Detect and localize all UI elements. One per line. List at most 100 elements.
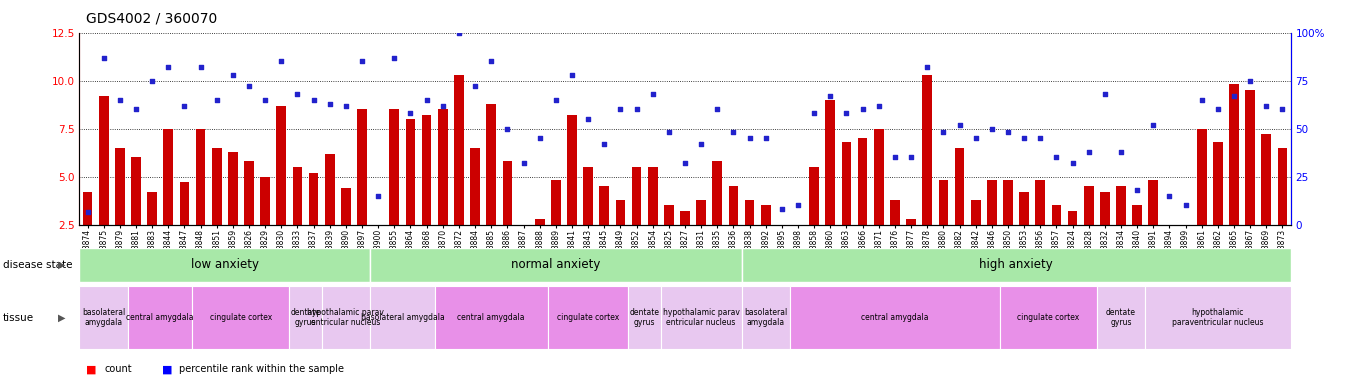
Point <box>367 193 389 199</box>
Bar <box>551 180 560 225</box>
Bar <box>1036 180 1045 225</box>
Bar <box>660 286 741 349</box>
Bar <box>890 200 900 225</box>
Point <box>852 106 874 113</box>
Point <box>1159 193 1181 199</box>
Bar <box>453 75 464 225</box>
Point <box>1045 154 1067 161</box>
Text: dentate
gyrus: dentate gyrus <box>1106 308 1136 328</box>
Bar <box>1067 211 1077 225</box>
Point <box>174 103 196 109</box>
Text: ■: ■ <box>162 364 173 374</box>
Bar <box>341 188 351 225</box>
Bar <box>971 200 981 225</box>
Bar <box>1148 180 1158 225</box>
Bar <box>680 211 690 225</box>
Text: disease state: disease state <box>3 260 73 270</box>
Point <box>641 91 663 97</box>
Point <box>1078 149 1100 155</box>
Point <box>771 206 793 212</box>
Bar <box>438 109 448 225</box>
Point <box>981 126 1003 132</box>
Bar <box>79 248 370 282</box>
Bar <box>293 167 303 225</box>
Point <box>545 97 567 103</box>
Point <box>384 55 406 61</box>
Point <box>206 97 227 103</box>
Bar <box>1003 180 1012 225</box>
Point <box>189 64 211 70</box>
Point <box>900 154 922 161</box>
Text: high anxiety: high anxiety <box>980 258 1054 271</box>
Point <box>1271 106 1293 113</box>
Point <box>1223 93 1245 99</box>
Point <box>158 64 179 70</box>
Bar <box>389 109 399 225</box>
Point <box>738 135 760 141</box>
Bar <box>790 286 1000 349</box>
Bar <box>1229 84 1238 225</box>
Point <box>496 126 518 132</box>
Text: central amygdala: central amygdala <box>458 313 525 322</box>
Bar <box>1117 186 1126 225</box>
Point <box>1174 202 1196 209</box>
Bar <box>841 142 851 225</box>
Point <box>836 110 858 116</box>
Point <box>560 72 582 78</box>
Bar <box>434 286 548 349</box>
Bar <box>1278 148 1288 225</box>
Point <box>1207 106 1229 113</box>
Bar <box>374 225 384 244</box>
Bar <box>1145 286 1291 349</box>
Bar <box>1084 186 1093 225</box>
Point <box>867 103 889 109</box>
Point <box>1093 91 1115 97</box>
Bar <box>777 225 786 234</box>
Bar <box>148 192 158 225</box>
Point <box>1255 103 1277 109</box>
Text: tissue: tissue <box>3 313 34 323</box>
Bar <box>82 192 92 225</box>
Text: ■: ■ <box>86 364 97 374</box>
Bar <box>308 173 318 225</box>
Bar <box>486 104 496 225</box>
Bar <box>600 186 610 225</box>
Point <box>690 141 712 147</box>
Bar <box>548 286 629 349</box>
Bar <box>955 148 964 225</box>
Bar <box>810 167 819 225</box>
Point <box>819 93 841 99</box>
Point <box>255 97 277 103</box>
Point <box>270 58 292 65</box>
Bar <box>986 180 996 225</box>
Point <box>803 110 825 116</box>
Text: hypothalamic
paraventricular nucleus: hypothalamic paraventricular nucleus <box>1173 308 1263 328</box>
Bar <box>115 148 125 225</box>
Bar <box>567 115 577 225</box>
Point <box>1126 187 1148 193</box>
Point <box>577 116 599 122</box>
Bar <box>1197 129 1207 225</box>
Bar <box>1262 134 1271 225</box>
Point <box>448 30 470 36</box>
Point <box>948 122 970 128</box>
Text: hypothalamic parav
entricular nucleus: hypothalamic parav entricular nucleus <box>307 308 385 328</box>
Text: normal anxiety: normal anxiety <box>511 258 600 271</box>
Bar <box>163 129 173 225</box>
Bar <box>132 157 141 225</box>
Text: hypothalamic parav
entricular nucleus: hypothalamic parav entricular nucleus <box>663 308 740 328</box>
Text: count: count <box>104 364 132 374</box>
Bar <box>370 286 434 349</box>
Bar <box>227 152 238 225</box>
Bar <box>358 109 367 225</box>
Bar <box>664 205 674 225</box>
Point <box>464 83 486 89</box>
Point <box>593 141 615 147</box>
Point <box>610 106 632 113</box>
Bar <box>696 200 706 225</box>
Point <box>529 135 551 141</box>
Point <box>788 202 810 209</box>
Point <box>1062 160 1084 166</box>
Bar <box>745 200 755 225</box>
Point <box>432 103 453 109</box>
